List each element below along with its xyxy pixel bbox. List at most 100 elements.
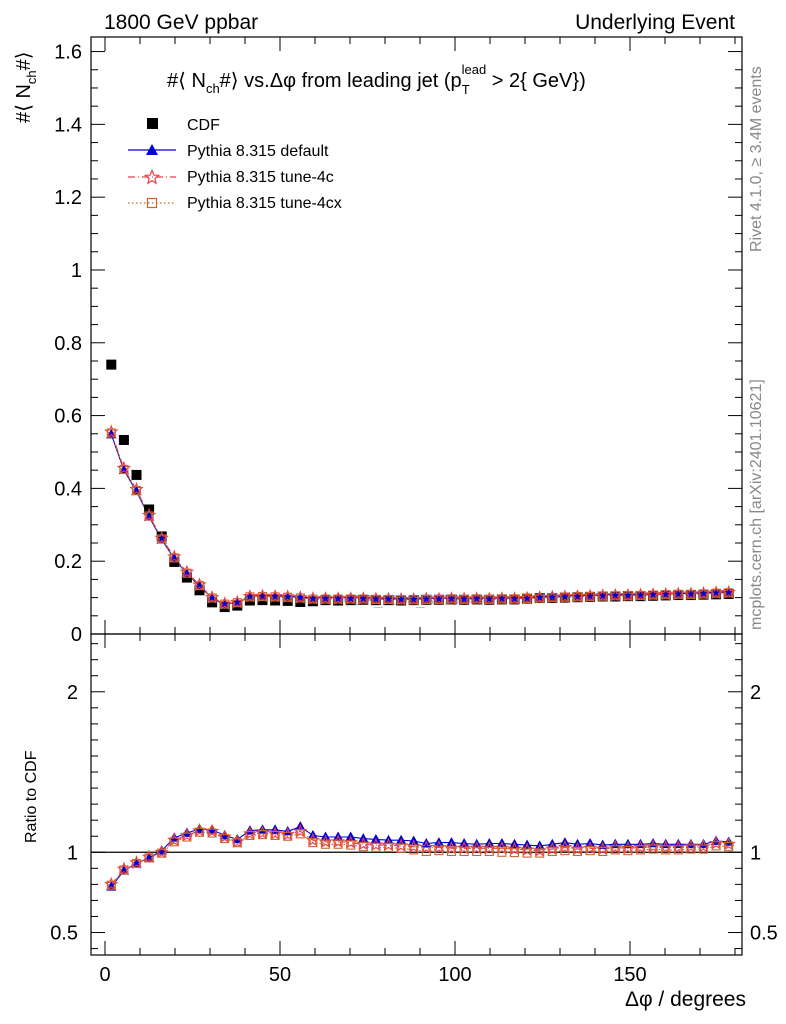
cdf-point [106,359,117,370]
tune4cx-point [497,594,507,604]
tune4cx-point [295,593,305,603]
default-point [156,845,167,855]
x-tick-label: 0 [99,964,110,986]
tune4cx-point [446,846,457,857]
tune4cx-point [371,594,381,604]
tune4cx-point [635,590,646,600]
ratio-y-tick-label: 2 [67,682,78,704]
tune4cx-point [673,845,683,855]
tune4cx-point [182,832,192,842]
tune4cx-point [509,594,520,604]
legend-entry-tune4c: Pythia 8.315 tune-4c [128,168,334,186]
tune4c-point [482,840,497,855]
x-axis-label: Δφ / degrees [625,988,746,1011]
legend: CDF Pythia 8.315 default Pythia 8.315 tu… [128,117,342,212]
tune4cx-point [585,591,595,602]
tune4cx-point [434,594,444,604]
tune4cx-point [396,843,406,853]
ratio-y-tick-label-right: 2 [750,682,761,704]
legend-entry-default: Pythia 8.315 default [128,143,329,160]
x-tick-label: 100 [438,964,471,986]
y-tick-label: 1.2 [54,187,82,209]
tune4cx-point [409,845,419,855]
tune4cx-point [509,848,520,858]
tune4cx-point [459,594,469,604]
legend-entry-cdf: CDF [147,117,220,134]
tune4cx-point [232,598,242,608]
tune4c-point [419,839,434,854]
tune4cx-point [207,593,217,603]
tune4cx-point [157,848,167,858]
tune4cx-point [131,858,142,869]
triangle-marker-icon [146,144,158,155]
ratio-y-tick-label-right: 0.5 [750,923,778,945]
main-plot-area [104,359,736,613]
tune4cx-point [333,839,343,849]
tune4cx-point [598,591,608,601]
tune4cx-point [245,592,255,602]
tune4c-point [494,840,510,855]
ratio-ylabel: Ratio to CDF [23,750,40,843]
tune4cx-point [194,581,205,591]
x-tick-label: 150 [613,964,646,986]
tune4cx-point [434,846,444,856]
tune4cx-point [560,592,570,602]
legend-label-tune4cx: Pythia 8.315 tune-4cx [187,195,342,212]
tune4cx-point [698,844,709,854]
ratio-y-tick-label: 0.5 [50,923,78,945]
tune4cx-point [623,591,633,601]
default-point [710,835,722,845]
tune4cx-point [320,594,331,604]
y-tick-label: 0.6 [54,406,82,428]
tune4cx-point [522,848,532,858]
tune4cx-point [220,834,230,844]
tune4c-point [519,842,535,857]
cdf-point [131,469,142,480]
tune4cx-point [711,841,721,851]
star-marker-icon [143,168,161,185]
tune4cx-point [472,846,482,857]
tune4c-point [507,841,522,856]
tune4cx-point [396,595,406,605]
tune4cx-point [144,853,154,863]
ratio-frame [90,633,743,956]
tune4cx-point [270,830,280,840]
tune4cx-point [572,846,583,857]
default-series-line [110,434,729,605]
tune4c-point [406,839,421,853]
tune4cx-point [648,590,658,600]
ratio-axes: 0 50 100 150 0.5 0.5 1 1 2 2 [50,633,778,986]
tune4cx-point [157,534,167,544]
tune4cx-point [131,486,142,496]
tune4cx-point [472,594,482,604]
tune4cx-point [346,840,356,850]
tune4cx-point [673,589,683,599]
tune4cx-point [358,842,368,852]
tune4c-ratio-line [110,830,729,885]
tune4cx-point [585,846,595,856]
tune4cx-point [257,830,268,840]
tune4cx-point [257,591,268,602]
tune4cx-point [194,827,205,837]
tune4cx-point [623,846,633,856]
tune4cx-point [686,589,696,599]
tune4cx-point [610,845,620,855]
tune4cx-point [232,838,242,848]
y-tick-label: 1 [71,260,82,282]
tune4cx-point [270,592,280,602]
tune4cx-series-line [110,432,729,605]
tune4cx-point [535,593,545,603]
tune4cx-point [610,591,620,601]
legend-entry-tune4cx: Pythia 8.315 tune-4cx [128,195,342,212]
x-tick-label: 50 [269,964,291,986]
tune4cx-point [598,846,608,857]
default-point [698,838,709,849]
header-right: Underlying Event [575,11,735,34]
default-point [181,827,193,837]
ratio-plot-area [91,821,742,891]
ratio-y-tick-label: 1 [67,842,78,864]
y-tick-label: 0.2 [54,551,82,573]
legend-label-default: Pythia 8.315 default [187,143,329,160]
tune4cx-point [661,590,671,600]
ratio-y-tick-label-right: 1 [750,842,761,864]
